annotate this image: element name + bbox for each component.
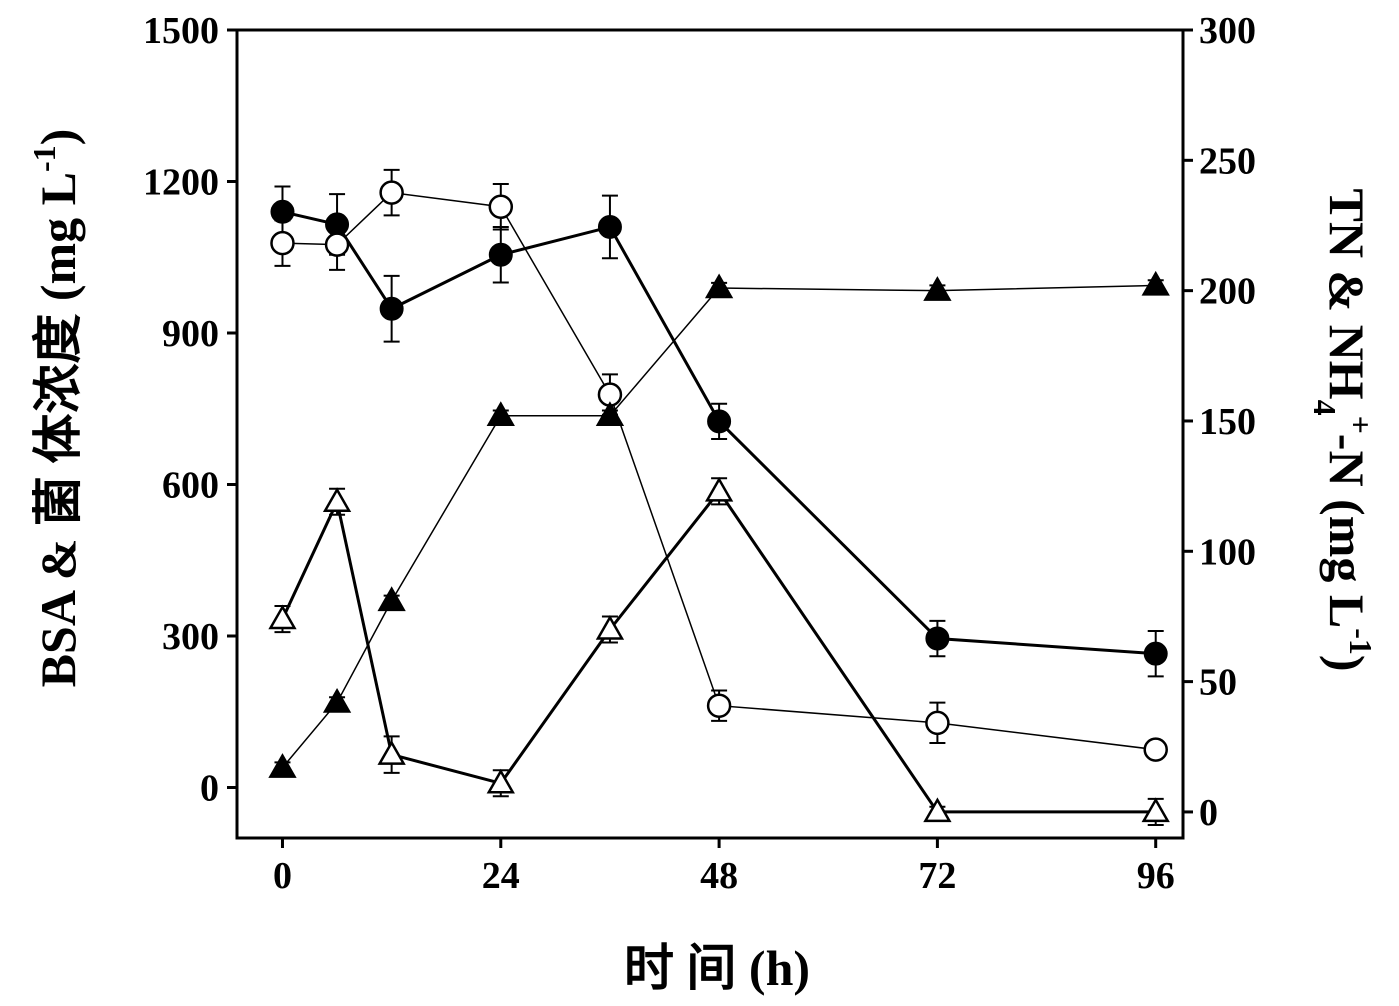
left-tick-label: 900 bbox=[162, 313, 219, 355]
left-axis-title-end: ) bbox=[30, 129, 86, 146]
right-tick-label: 0 bbox=[1199, 792, 1218, 834]
right-tick-label: 100 bbox=[1199, 531, 1256, 573]
data-point bbox=[1141, 270, 1170, 296]
series-layer bbox=[268, 168, 1170, 826]
left-tick-label: 1200 bbox=[143, 162, 219, 204]
data-point bbox=[1143, 737, 1168, 762]
right-axis-title-part: 4 bbox=[1307, 400, 1343, 416]
data-point bbox=[324, 232, 350, 257]
data-point bbox=[377, 586, 406, 612]
left-tick-label: 0 bbox=[200, 768, 219, 810]
data-point bbox=[925, 710, 950, 736]
x-tick-label: 96 bbox=[1137, 855, 1175, 897]
data-point bbox=[707, 409, 732, 434]
data-point bbox=[377, 740, 406, 765]
series-open-triangle bbox=[268, 476, 1170, 826]
x-tick-label: 24 bbox=[482, 855, 520, 897]
data-point bbox=[488, 242, 513, 267]
data-point bbox=[925, 626, 950, 651]
data-point bbox=[595, 614, 625, 640]
x-tick-label: 48 bbox=[700, 855, 738, 897]
right-axis-title: TN & NH4+-N (mg L-1) bbox=[1307, 188, 1379, 671]
data-point bbox=[923, 276, 952, 301]
plot-frame bbox=[235, 28, 1185, 840]
left-axis-title-main: BSA & 菌 体浓度 (mg L bbox=[30, 172, 86, 687]
right-tick-label: 50 bbox=[1199, 662, 1237, 704]
left-tick-label: 600 bbox=[162, 465, 219, 507]
data-point bbox=[706, 693, 732, 718]
left-axis-title-sup: -1 bbox=[26, 145, 62, 172]
data-point bbox=[923, 797, 952, 823]
right-tick-label: 300 bbox=[1199, 10, 1256, 52]
series-open-circle bbox=[270, 168, 1168, 762]
series-filled-circle bbox=[270, 185, 1168, 678]
series-line bbox=[282, 191, 1156, 751]
x-tick-label: 0 bbox=[273, 855, 292, 897]
x-axis-title: 时 间 (h) bbox=[624, 940, 810, 996]
series-line bbox=[281, 488, 1156, 814]
right-axis-title-part: TN & NH bbox=[1319, 188, 1375, 399]
data-point bbox=[270, 230, 295, 256]
data-point bbox=[1143, 641, 1168, 666]
data-point bbox=[268, 604, 297, 630]
right-axis-title-part: ) bbox=[1319, 655, 1375, 672]
plot-border bbox=[235, 28, 1185, 840]
left-tick-label: 300 bbox=[162, 616, 219, 658]
left-tick-label: 1500 bbox=[143, 10, 219, 52]
data-point bbox=[488, 194, 514, 219]
x-tick-label: 72 bbox=[918, 855, 956, 897]
right-tick-label: 150 bbox=[1199, 401, 1256, 443]
left-axis: 0 300 600 900 1200 1500 bbox=[143, 10, 237, 810]
data-point bbox=[597, 214, 622, 239]
data-point bbox=[322, 487, 352, 513]
series-filled-triangle bbox=[268, 270, 1170, 778]
x-axis: 0 24 48 72 96 bbox=[273, 838, 1175, 897]
data-point bbox=[486, 768, 515, 794]
right-tick-label: 200 bbox=[1199, 271, 1256, 313]
data-point bbox=[704, 476, 734, 502]
right-axis-title-part: -N (mg L bbox=[1319, 434, 1375, 628]
data-point bbox=[704, 273, 734, 299]
data-point bbox=[322, 687, 352, 713]
left-axis-title: BSA & 菌 体浓度 (mg L-1) bbox=[26, 129, 86, 688]
data-point bbox=[486, 401, 515, 427]
data-point bbox=[379, 296, 404, 321]
right-axis: 0 50 100 150 200 250 300 bbox=[1183, 10, 1256, 834]
data-point bbox=[595, 401, 625, 427]
right-axis-title-part: + bbox=[1343, 416, 1379, 434]
series-line bbox=[281, 284, 1156, 769]
data-point bbox=[268, 753, 297, 778]
right-axis-title-part: -1 bbox=[1343, 628, 1379, 655]
data-point bbox=[1141, 797, 1170, 823]
data-point bbox=[379, 180, 404, 205]
right-tick-label: 250 bbox=[1199, 140, 1256, 182]
